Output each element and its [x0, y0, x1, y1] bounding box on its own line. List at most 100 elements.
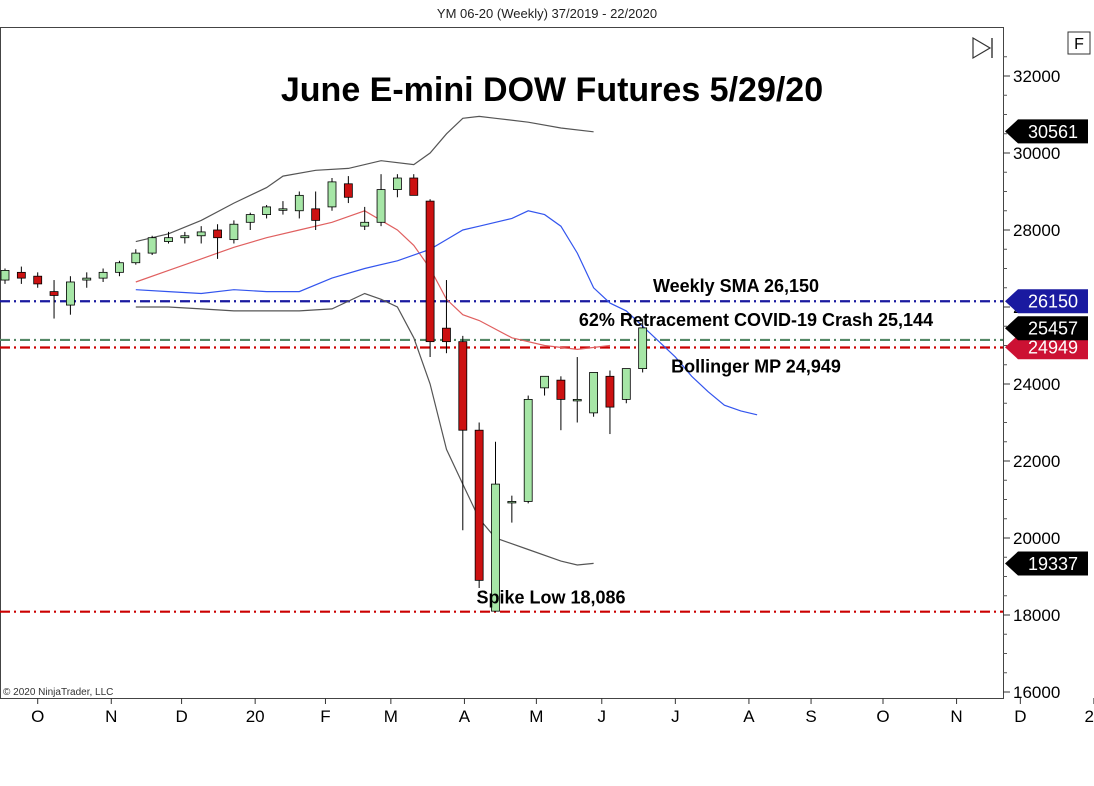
- candle-body-up: [147, 237, 157, 254]
- candle: [164, 231, 173, 244]
- f-button-label: F: [1074, 36, 1084, 53]
- candle: [392, 174, 402, 198]
- candle-body-up: [115, 262, 124, 273]
- x-tick-label: 20: [246, 707, 265, 726]
- copyright-text: © 2020 NinjaTrader, LLC: [3, 687, 113, 698]
- candle: [66, 276, 75, 315]
- level-label: Spike Low 18,086: [476, 588, 625, 608]
- candle: [327, 178, 337, 211]
- candle-body-up: [196, 231, 206, 237]
- candle: [82, 272, 92, 288]
- price-badge-label: 30561: [1028, 122, 1078, 142]
- candle: [442, 280, 451, 354]
- candle-body-down: [16, 271, 26, 279]
- candle-body-up: [82, 277, 92, 281]
- candles: [0, 174, 648, 612]
- x-tick-label: J: [598, 707, 607, 726]
- candle: [245, 212, 255, 230]
- x-tick-label: M: [384, 707, 398, 726]
- candle-body-up: [392, 177, 402, 190]
- candle-body-up: [638, 327, 648, 369]
- series-line-bollinger_upper: [135, 115, 594, 243]
- skip-to-end-icon[interactable]: [972, 36, 993, 60]
- candle-body-up: [360, 221, 370, 227]
- price-badge-label: 24949: [1028, 338, 1078, 358]
- candle: [311, 191, 321, 230]
- y-tick-label: 22000: [1013, 452, 1060, 471]
- y-tick-label: 18000: [1013, 606, 1060, 625]
- candle: [540, 375, 549, 396]
- candle: [605, 370, 615, 435]
- candle: [147, 235, 157, 256]
- price-axis: 1600018000200002200024000260002800030000…: [1003, 56, 1060, 702]
- x-tick-label: A: [743, 707, 755, 726]
- candle-body-down: [458, 341, 468, 431]
- candle: [425, 199, 435, 358]
- candle: [278, 201, 288, 215]
- candle: [115, 260, 124, 277]
- candle-body-down: [474, 429, 484, 581]
- candle: [180, 231, 190, 244]
- candle-body-up: [621, 368, 631, 400]
- candle-body-up: [294, 194, 304, 212]
- candle-body-up: [164, 237, 173, 242]
- candle-body-down: [213, 229, 222, 239]
- candle-body-up: [180, 235, 190, 239]
- price-badge: 25457: [1005, 316, 1088, 341]
- price-badge-shape: [1005, 316, 1088, 341]
- price-badge: 24949: [1005, 335, 1088, 360]
- candle-body-down: [605, 375, 615, 408]
- candle-body-down: [343, 183, 353, 198]
- candle: [343, 176, 353, 204]
- annotations: Weekly SMA 26,150 62% Retracement COVID-1…: [476, 276, 933, 607]
- candle: [98, 268, 108, 282]
- candle-body-down: [33, 275, 43, 285]
- candle: [49, 280, 59, 319]
- indicator-lines: [135, 115, 758, 566]
- level-label: Bollinger MP 24,949: [671, 356, 841, 376]
- f-button[interactable]: F: [1067, 31, 1091, 55]
- candle-body-up: [589, 372, 598, 414]
- level-lines: [0, 300, 1003, 613]
- candle-body-up: [0, 270, 10, 281]
- candle-body-down: [409, 177, 419, 196]
- y-tick-label: 16000: [1013, 683, 1060, 702]
- price-badge: 30561: [1005, 119, 1088, 144]
- candle-body-up: [540, 375, 549, 389]
- candle-body-up: [572, 398, 582, 402]
- candle-body-up: [262, 206, 272, 215]
- candle: [523, 395, 533, 504]
- candle: [229, 220, 239, 244]
- price-badge-label: 25457: [1028, 319, 1078, 339]
- candle: [638, 318, 648, 373]
- x-tick-label: J: [671, 707, 680, 726]
- x-tick-label: N: [105, 707, 117, 726]
- candle: [33, 272, 43, 288]
- price-badge-shape: [1005, 289, 1088, 314]
- series-line-sma: [135, 210, 758, 416]
- candle-body-up: [507, 501, 517, 504]
- x-tick-label: 21: [1084, 707, 1094, 726]
- x-tick-label: O: [31, 707, 44, 726]
- x-tick-label: D: [1014, 707, 1026, 726]
- price-badge-label: 19337: [1028, 554, 1078, 574]
- chart-header: YM 06-20 (Weekly) 37/2019 - 22/2020: [436, 6, 658, 21]
- x-tick-label: A: [459, 707, 471, 726]
- y-tick-label: 28000: [1013, 221, 1060, 240]
- candle: [213, 224, 222, 259]
- y-tick-label: 32000: [1013, 67, 1060, 86]
- level-label: Weekly SMA 26,150: [653, 276, 819, 296]
- x-tick-label: N: [950, 707, 962, 726]
- candle: [409, 174, 419, 196]
- x-tick-label: D: [175, 707, 187, 726]
- month-axis: O N D 20 F M A M J J A S O N D 21: [31, 698, 1094, 726]
- candle: [507, 495, 517, 523]
- x-tick-label: M: [529, 707, 543, 726]
- price-badge-shape: [1005, 551, 1088, 576]
- candle-body-down: [556, 379, 566, 400]
- candle: [491, 441, 500, 612]
- candle-body-up: [131, 252, 141, 264]
- candle: [556, 376, 566, 431]
- candle: [262, 204, 272, 219]
